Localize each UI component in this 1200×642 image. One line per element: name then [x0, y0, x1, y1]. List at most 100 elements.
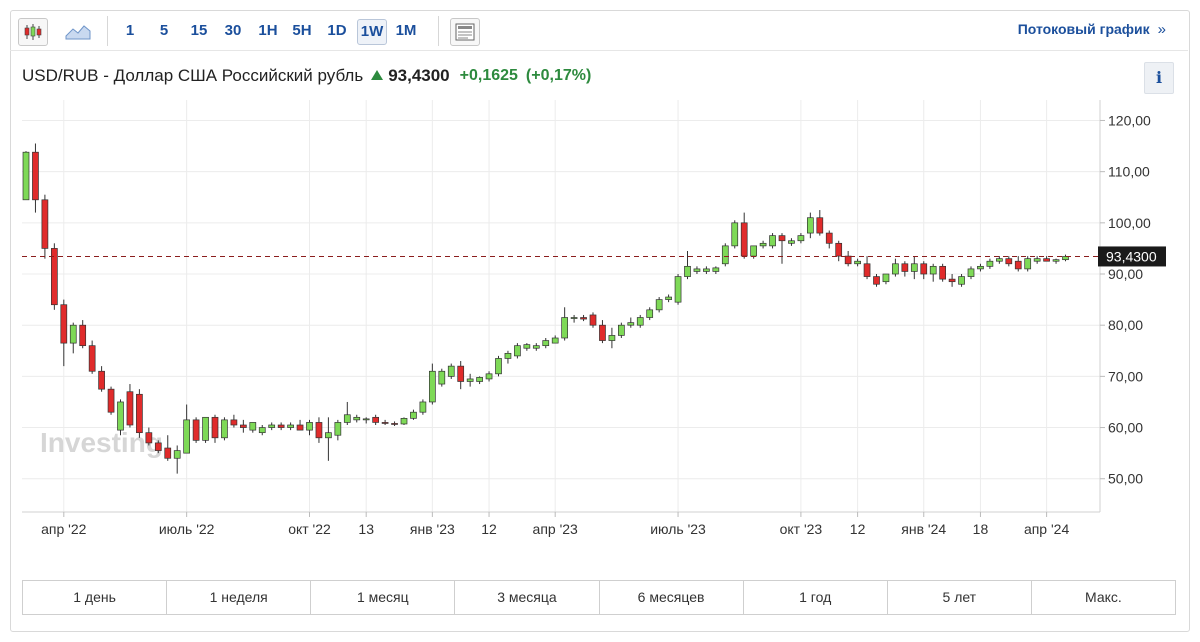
candle[interactable] — [136, 389, 143, 438]
candle[interactable] — [844, 250, 852, 267]
timeframe-5[interactable]: 5 — [159, 22, 169, 39]
candle[interactable] — [712, 266, 720, 275]
candle[interactable] — [608, 327, 616, 349]
candle[interactable] — [816, 210, 824, 236]
candle[interactable] — [173, 445, 181, 474]
candle[interactable] — [939, 263, 947, 282]
candle[interactable] — [315, 417, 323, 443]
candle[interactable] — [306, 419, 313, 436]
candle[interactable] — [1052, 258, 1060, 264]
range-5-years[interactable]: 5 лет — [888, 581, 1032, 614]
candle[interactable] — [986, 258, 994, 269]
candle[interactable] — [806, 212, 814, 239]
candle[interactable] — [504, 350, 512, 364]
candle[interactable] — [466, 373, 474, 387]
candle[interactable] — [372, 414, 379, 425]
range-1-year[interactable]: 1 год — [744, 581, 888, 614]
candle[interactable] — [627, 317, 635, 328]
candle[interactable] — [343, 401, 351, 425]
timeframe-1[interactable]: 1 — [125, 22, 135, 39]
candle[interactable] — [882, 273, 890, 285]
candlestick-chart[interactable]: Investing 120,00 110,00 100,00 90,00 80,00 70,… — [0, 0, 1200, 580]
candle[interactable] — [967, 266, 975, 280]
range-max[interactable]: Макс. — [1085, 589, 1122, 605]
candle[interactable] — [854, 258, 861, 267]
candle[interactable] — [457, 361, 465, 390]
candle[interactable] — [429, 363, 436, 405]
candle[interactable] — [60, 299, 68, 367]
candle[interactable] — [693, 266, 701, 275]
candle[interactable] — [721, 243, 729, 267]
candle[interactable] — [249, 422, 257, 433]
candle[interactable] — [778, 233, 786, 264]
timeframe-1w[interactable]: 1W — [357, 19, 387, 45]
candle[interactable] — [325, 417, 332, 461]
info-button[interactable]: i — [1144, 62, 1174, 94]
candle[interactable] — [296, 419, 304, 431]
range-6-months[interactable]: 6 месяцев — [600, 581, 744, 614]
timeframe-30[interactable]: 30 — [224, 22, 242, 39]
candle[interactable] — [835, 240, 843, 262]
candle[interactable] — [1014, 256, 1022, 272]
candle[interactable] — [1043, 256, 1050, 262]
candle[interactable] — [665, 294, 672, 303]
candle[interactable] — [495, 355, 502, 377]
streaming-chart-link[interactable]: Потоковый график » — [1018, 21, 1166, 38]
candle[interactable] — [703, 266, 710, 275]
candle[interactable] — [353, 414, 361, 423]
candle[interactable] — [258, 424, 266, 436]
candle[interactable] — [277, 422, 285, 431]
candlestick-chart-icon[interactable] — [18, 18, 48, 46]
candle[interactable] — [551, 335, 559, 344]
candle[interactable] — [32, 143, 39, 213]
candle[interactable] — [268, 422, 276, 431]
candle[interactable] — [334, 419, 342, 441]
candle[interactable] — [98, 366, 105, 392]
candle[interactable] — [117, 399, 124, 436]
candle[interactable] — [79, 320, 87, 349]
candle[interactable] — [920, 261, 928, 280]
candle[interactable] — [438, 368, 446, 387]
candle[interactable] — [977, 263, 984, 272]
candle[interactable] — [287, 422, 294, 431]
candle[interactable] — [485, 371, 493, 382]
area-chart-icon[interactable] — [64, 18, 92, 44]
candle[interactable] — [240, 419, 247, 433]
candle[interactable] — [362, 417, 370, 424]
candle[interactable] — [655, 297, 663, 313]
candle[interactable] — [599, 320, 606, 344]
candle[interactable] — [50, 243, 58, 310]
candle[interactable] — [211, 414, 219, 443]
timeframe-1h[interactable]: 1H — [258, 22, 278, 39]
candle[interactable] — [192, 417, 200, 443]
candle[interactable] — [476, 376, 483, 385]
news-panel-icon[interactable] — [450, 18, 480, 46]
candle[interactable] — [684, 250, 691, 280]
candle[interactable] — [419, 399, 427, 415]
candle[interactable] — [769, 233, 776, 249]
candle[interactable] — [523, 343, 531, 351]
candle[interactable] — [589, 312, 597, 328]
candle[interactable] — [929, 263, 937, 282]
candle[interactable] — [570, 314, 578, 323]
candle[interactable] — [580, 314, 587, 322]
candle[interactable] — [126, 384, 134, 428]
candle[interactable] — [636, 314, 644, 328]
candle[interactable] — [825, 230, 833, 249]
candle[interactable] — [22, 151, 30, 201]
candle[interactable] — [447, 363, 455, 379]
candle[interactable] — [532, 343, 540, 351]
candle[interactable] — [674, 274, 682, 305]
timeframe-5h[interactable]: 5H — [292, 22, 312, 39]
candle[interactable] — [400, 417, 408, 425]
candle[interactable] — [892, 258, 899, 277]
candle[interactable] — [514, 343, 521, 359]
candle[interactable] — [1005, 256, 1013, 267]
candle[interactable] — [740, 212, 748, 259]
timeframe-15[interactable]: 15 — [190, 22, 208, 39]
candle[interactable] — [107, 386, 115, 415]
candle[interactable] — [995, 256, 1003, 264]
timeframe-1m[interactable]: 1M — [395, 22, 417, 39]
range-1-week[interactable]: 1 неделя — [167, 581, 312, 614]
candle[interactable] — [164, 435, 172, 461]
